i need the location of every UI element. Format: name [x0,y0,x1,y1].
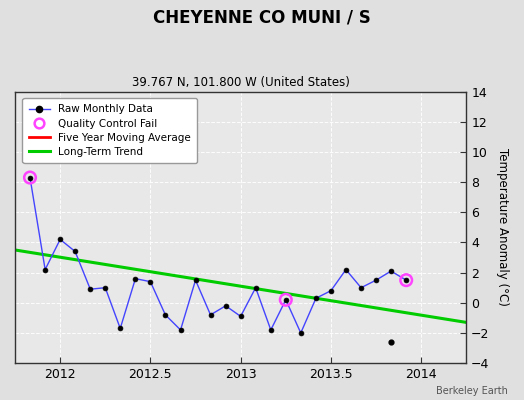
Point [26,174,34,181]
Point [281,296,290,303]
Point [387,339,395,345]
Legend: Raw Monthly Data, Quality Control Fail, Five Year Moving Average, Long-Term Tren: Raw Monthly Data, Quality Control Fail, … [23,98,197,163]
Point [402,277,410,283]
Text: CHEYENNE CO MUNI / S: CHEYENNE CO MUNI / S [153,8,371,26]
Text: Berkeley Earth: Berkeley Earth [436,386,508,396]
Title: 39.767 N, 101.800 W (United States): 39.767 N, 101.800 W (United States) [132,76,350,89]
Y-axis label: Temperature Anomaly (°C): Temperature Anomaly (°C) [496,148,509,306]
